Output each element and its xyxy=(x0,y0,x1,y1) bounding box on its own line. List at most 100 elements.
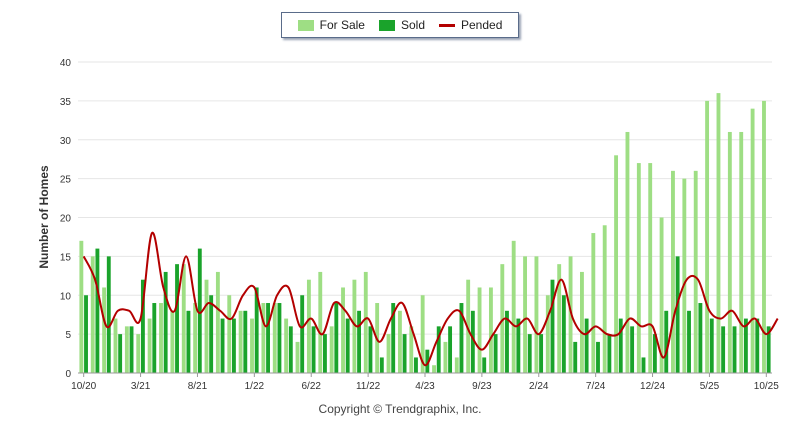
bar-for-sale xyxy=(454,357,459,373)
bar-for-sale xyxy=(580,271,584,373)
legend-item-sold[interactable]: Sold xyxy=(378,18,425,32)
bar-sold xyxy=(425,349,430,373)
bar-for-sale xyxy=(193,303,198,373)
bar-sold xyxy=(743,318,748,373)
y-tick-label: 35 xyxy=(60,97,72,108)
bar-sold xyxy=(334,303,339,373)
bar-sold xyxy=(277,303,282,373)
sold-swatch xyxy=(378,19,395,31)
bar-for-sale xyxy=(124,326,129,373)
bar-for-sale xyxy=(318,271,323,373)
bar-for-sale xyxy=(386,334,391,373)
bar-for-sale xyxy=(136,334,141,373)
bar-for-sale xyxy=(534,256,539,373)
bar-sold xyxy=(607,334,612,373)
x-tick-label: 8/21 xyxy=(188,381,208,392)
bar-for-sale xyxy=(682,178,687,373)
bar-sold xyxy=(573,341,578,373)
bar-sold xyxy=(95,248,100,373)
bar-sold xyxy=(459,303,464,373)
x-tick-label: 9/23 xyxy=(472,381,492,392)
x-tick-label: 6/22 xyxy=(301,381,321,392)
bar-for-sale xyxy=(272,303,277,373)
sold-bars xyxy=(84,248,771,373)
bar-for-sale xyxy=(409,326,414,373)
y-tick-label: 0 xyxy=(65,369,71,380)
bar-sold xyxy=(482,357,487,373)
bar-for-sale xyxy=(341,287,345,373)
bar-sold xyxy=(596,341,600,373)
bar-sold xyxy=(618,318,623,373)
legend-label-sold: Sold xyxy=(400,18,425,32)
bar-sold xyxy=(687,310,691,373)
bar-for-sale xyxy=(432,365,436,373)
bar-sold xyxy=(266,303,270,373)
bar-sold xyxy=(163,271,168,373)
bar-sold xyxy=(209,295,214,373)
x-tick-label: 2/24 xyxy=(529,381,549,392)
bar-for-sale xyxy=(261,303,266,373)
bar-sold xyxy=(368,326,373,373)
bar-for-sale xyxy=(477,287,482,373)
bar-sold xyxy=(118,334,123,373)
y-tick-label: 30 xyxy=(60,136,72,147)
bar-for-sale xyxy=(295,341,300,373)
bar-sold xyxy=(323,334,327,373)
y-tick-label: 15 xyxy=(60,252,72,263)
bar-for-sale xyxy=(159,303,163,373)
bar-sold xyxy=(641,357,646,373)
y-tick-label: 5 xyxy=(65,330,71,341)
x-tick-label: 10/25 xyxy=(754,381,779,392)
bar-sold xyxy=(175,264,179,373)
bar-for-sale xyxy=(352,279,357,373)
bar-sold xyxy=(402,334,407,373)
bar-sold xyxy=(391,303,396,373)
bar-for-sale xyxy=(90,256,95,373)
bar-sold xyxy=(345,318,350,373)
x-tick-labels: 10/20 3/21 8/21 1/22 6/22 11/22 4/23 9/23 2/24 7/… xyxy=(71,373,779,392)
bar-for-sale xyxy=(227,295,232,373)
bar-for-sale xyxy=(557,264,562,373)
legend-item-pended[interactable]: Pended xyxy=(439,18,502,32)
bar-sold xyxy=(527,334,532,373)
legend-item-for-sale[interactable]: For Sale xyxy=(297,18,365,32)
x-tick-label: 11/22 xyxy=(356,381,381,392)
bar-sold xyxy=(311,326,316,373)
y-tick-label: 20 xyxy=(60,214,72,225)
bar-sold xyxy=(436,326,441,373)
bar-for-sale xyxy=(102,287,107,373)
bar-for-sale xyxy=(545,295,550,373)
bar-for-sale xyxy=(466,279,471,373)
bar-sold xyxy=(561,295,566,373)
bar-sold xyxy=(584,318,589,373)
x-tick-label: 7/24 xyxy=(586,381,606,392)
bar-for-sale xyxy=(329,326,334,373)
bar-for-sale xyxy=(443,341,448,373)
bar-for-sale xyxy=(625,131,630,373)
bar-for-sale xyxy=(591,233,596,373)
y-tick-label: 25 xyxy=(60,175,72,186)
bar-sold xyxy=(186,310,191,373)
bar-for-sale xyxy=(363,271,368,373)
bar-sold xyxy=(379,357,384,373)
bar-sold xyxy=(84,295,88,373)
x-tick-label: 12/24 xyxy=(640,381,665,392)
y-axis-label: Number of Homes xyxy=(37,165,51,269)
bar-sold xyxy=(197,248,202,373)
bar-for-sale xyxy=(614,155,619,373)
x-tick-label: 10/20 xyxy=(71,381,96,392)
bar-sold xyxy=(675,256,680,373)
bar-for-sale xyxy=(181,264,186,373)
bar-sold xyxy=(766,326,771,373)
for-sale-swatch xyxy=(297,19,314,31)
bar-sold xyxy=(721,326,726,373)
bar-sold xyxy=(664,310,669,373)
bar-for-sale xyxy=(727,131,732,373)
x-tick-label: 1/22 xyxy=(245,381,265,392)
y-tick-label: 40 xyxy=(60,58,72,69)
bar-for-sale xyxy=(250,318,254,373)
legend-label-for-sale: For Sale xyxy=(319,18,365,32)
bar-for-sale xyxy=(762,100,766,373)
bar-sold xyxy=(550,279,555,373)
bar-sold xyxy=(288,326,293,373)
